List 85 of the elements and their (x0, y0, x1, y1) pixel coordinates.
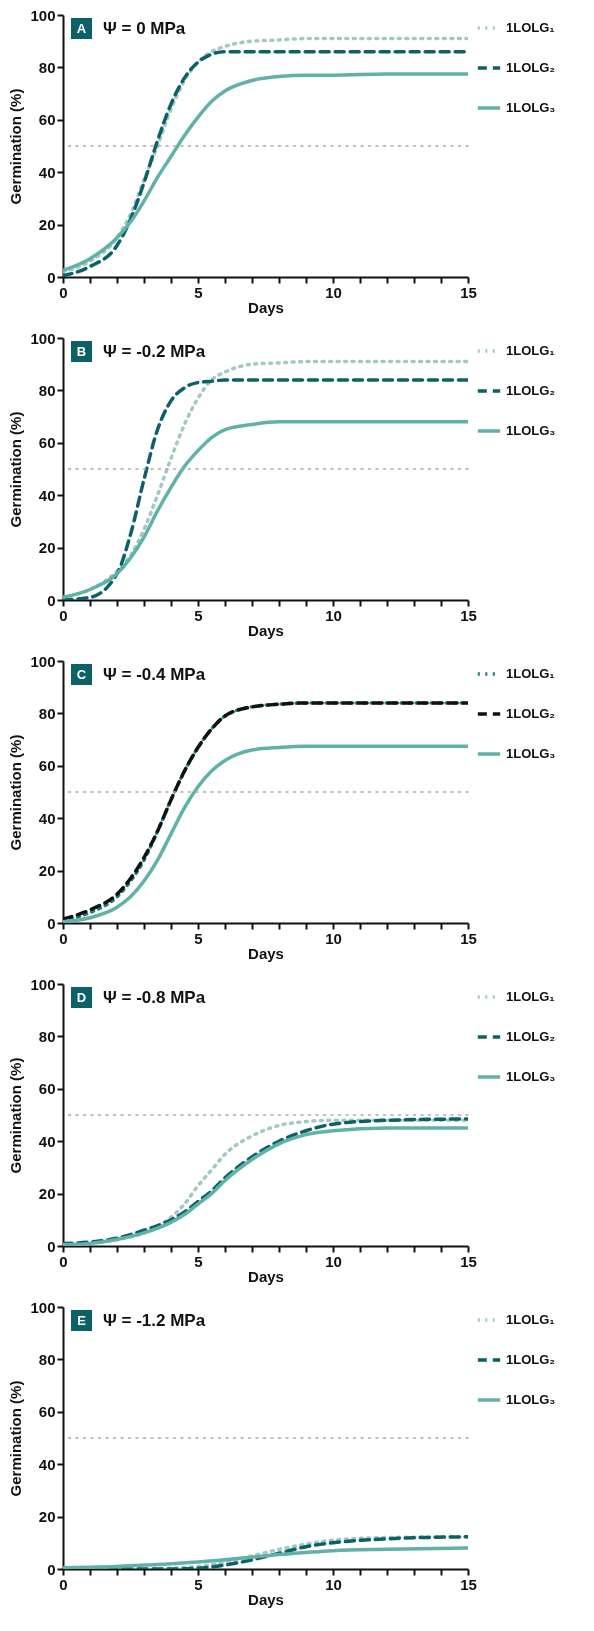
y-tick-label: 100 (30, 652, 56, 670)
y-tick-label: 80 (38, 704, 56, 722)
legend-label: 1LOLG₁ (506, 343, 555, 358)
y-tick-label: 80 (38, 1027, 56, 1045)
legend-label: 1LOLG₃ (506, 1392, 556, 1407)
chart-title: Ψ = -1.2 MPa (103, 1311, 206, 1330)
annotation: E (77, 1313, 87, 1328)
x-tick-label: 15 (460, 929, 477, 947)
y-tick-label: 40 (38, 1132, 56, 1150)
y-tick-label: 80 (38, 1350, 56, 1368)
legend-label: 1LOLG₃ (506, 746, 556, 761)
y-tick-label: 20 (38, 539, 56, 557)
legend-label: 1LOLG₂ (506, 383, 556, 398)
legend-label: 1LOLG₃ (506, 1069, 556, 1084)
legend-label: 1LOLG₁ (506, 20, 555, 35)
annotation: D (76, 990, 87, 1005)
x-tick-label: 15 (460, 606, 477, 624)
x-tick-label: 5 (194, 606, 203, 624)
y-axis-title: Germination (%) (7, 411, 25, 528)
y-axis-title: Germination (%) (7, 1057, 25, 1174)
y-tick-label: 60 (38, 1403, 56, 1421)
legend-label: 1LOLG₃ (506, 423, 556, 438)
y-tick-label: 40 (38, 486, 56, 504)
y-axis-title: Germination (%) (7, 88, 25, 205)
x-tick-label: 10 (325, 283, 342, 301)
legend-label: 1LOLG₃ (506, 100, 556, 115)
legend-label: 1LOLG₂ (506, 60, 556, 75)
x-tick-label: 0 (59, 283, 68, 301)
x-axis-title: Days (248, 1590, 284, 1608)
y-tick-label: 0 (47, 591, 56, 609)
y-tick-label: 60 (38, 434, 56, 452)
x-tick-label: 10 (325, 1575, 342, 1593)
x-axis-title: Days (248, 944, 284, 962)
x-tick-label: 0 (59, 606, 68, 624)
legend-label: 1LOLG₂ (506, 1352, 556, 1367)
annotation: C (76, 667, 87, 682)
y-tick-label: 40 (38, 809, 56, 827)
x-tick-label: 15 (460, 1252, 477, 1270)
x-tick-label: 5 (194, 1575, 203, 1593)
x-tick-label: 0 (59, 929, 68, 947)
legend-label: 1LOLG₁ (506, 1312, 555, 1327)
y-tick-label: 20 (38, 1185, 56, 1203)
x-tick-label: 15 (460, 283, 477, 301)
x-tick-label: 5 (194, 283, 203, 301)
y-tick-label: 100 (30, 6, 56, 24)
x-axis-title: Days (248, 298, 284, 316)
y-tick-label: 60 (38, 111, 56, 129)
y-tick-label: 20 (38, 1508, 56, 1526)
x-tick-label: 15 (460, 1575, 477, 1593)
y-axis-title: Germination (%) (7, 1380, 25, 1497)
y-tick-label: 40 (38, 1455, 56, 1473)
chart-title: Ψ = 0 MPa (103, 19, 186, 38)
annotation: B (76, 344, 87, 359)
y-tick-label: 40 (38, 163, 56, 181)
y-axis-title: Germination (%) (7, 734, 25, 851)
chart-title: Ψ = -0.2 MPa (103, 342, 206, 361)
x-tick-label: 10 (325, 929, 342, 947)
y-tick-label: 100 (30, 1298, 56, 1316)
y-tick-label: 60 (38, 757, 56, 775)
x-tick-label: 0 (59, 1575, 68, 1593)
y-tick-label: 0 (47, 268, 56, 286)
y-tick-label: 0 (47, 1560, 56, 1578)
y-tick-label: 20 (38, 862, 56, 880)
chart-title: Ψ = -0.8 MPa (103, 988, 206, 1007)
legend-label: 1LOLG₁ (506, 989, 555, 1004)
y-tick-label: 0 (47, 914, 56, 932)
legend-label: 1LOLG₂ (506, 1029, 556, 1044)
y-tick-label: 80 (38, 58, 56, 76)
y-tick-label: 60 (38, 1080, 56, 1098)
x-tick-label: 10 (325, 606, 342, 624)
x-axis-title: Days (248, 621, 284, 639)
x-tick-label: 10 (325, 1252, 342, 1270)
chart-title: Ψ = -0.4 MPa (103, 665, 206, 684)
y-tick-label: 100 (30, 975, 56, 993)
legend-label: 1LOLG₁ (506, 666, 555, 681)
y-tick-label: 20 (38, 216, 56, 234)
x-tick-label: 5 (194, 1252, 203, 1270)
y-tick-label: 0 (47, 1237, 56, 1255)
annotation: A (76, 21, 87, 36)
legend-label: 1LOLG₂ (506, 706, 556, 721)
x-axis-title: Days (248, 1267, 284, 1285)
x-tick-label: 0 (59, 1252, 68, 1270)
x-tick-label: 5 (194, 929, 203, 947)
y-tick-label: 100 (30, 329, 56, 347)
y-tick-label: 80 (38, 381, 56, 399)
